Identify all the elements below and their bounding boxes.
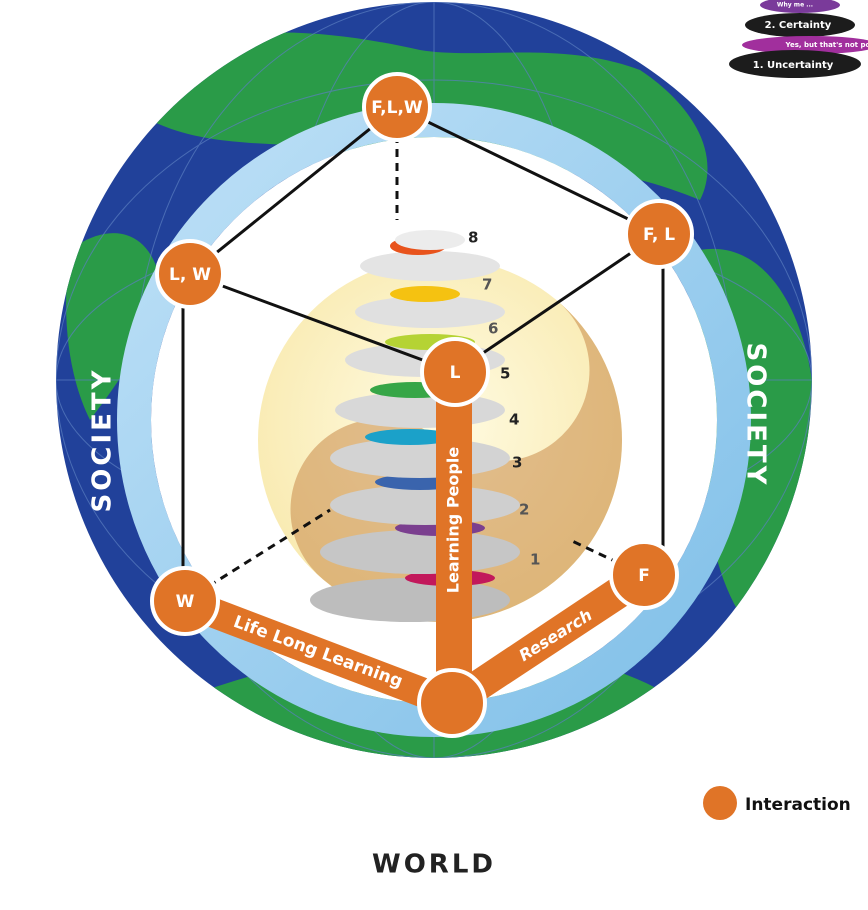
level-number: 3	[512, 454, 522, 472]
level-number: 4	[509, 411, 519, 429]
node-label: L	[450, 363, 461, 383]
paths	[180, 372, 654, 718]
node-label: F	[638, 566, 650, 586]
level-number: 6	[488, 320, 498, 338]
path-label: Learning People	[444, 447, 463, 594]
legend-label: Interaction	[745, 795, 851, 815]
stack-item: Why me ...	[777, 2, 813, 9]
level-number: 7	[482, 276, 492, 294]
node	[417, 668, 487, 738]
node: W	[150, 566, 220, 636]
node: L	[420, 337, 490, 407]
level-number: 8	[468, 229, 478, 247]
level-number: 5	[500, 365, 510, 383]
node-label: F,L,W	[371, 98, 423, 118]
stack-item: Yes, but that's not pos	[785, 41, 868, 49]
node-label: W	[176, 592, 195, 612]
node-label: F, L	[643, 225, 675, 245]
footer-label: WORLD	[372, 850, 496, 880]
spiral-levels: 1 2 3 4 5 6 7 8	[468, 229, 540, 569]
side-label: SOCIETY	[741, 343, 771, 488]
stack: Why me ... 2. Certainty Yes, but that's …	[729, 0, 868, 78]
cube-edges	[181, 105, 665, 603]
stack-item: 2. Certainty	[765, 20, 832, 31]
level-number: 1	[530, 551, 540, 569]
node: F,L,W	[362, 72, 432, 142]
level-number: 2	[519, 501, 529, 519]
stack-item: 1. Uncertainty	[753, 60, 834, 71]
legend-marker	[703, 786, 737, 820]
node: L, W	[155, 239, 225, 309]
node: F, L	[624, 199, 694, 269]
node-label: L, W	[169, 265, 211, 285]
side-label: SOCIETY	[88, 368, 118, 513]
node: F	[609, 540, 679, 610]
